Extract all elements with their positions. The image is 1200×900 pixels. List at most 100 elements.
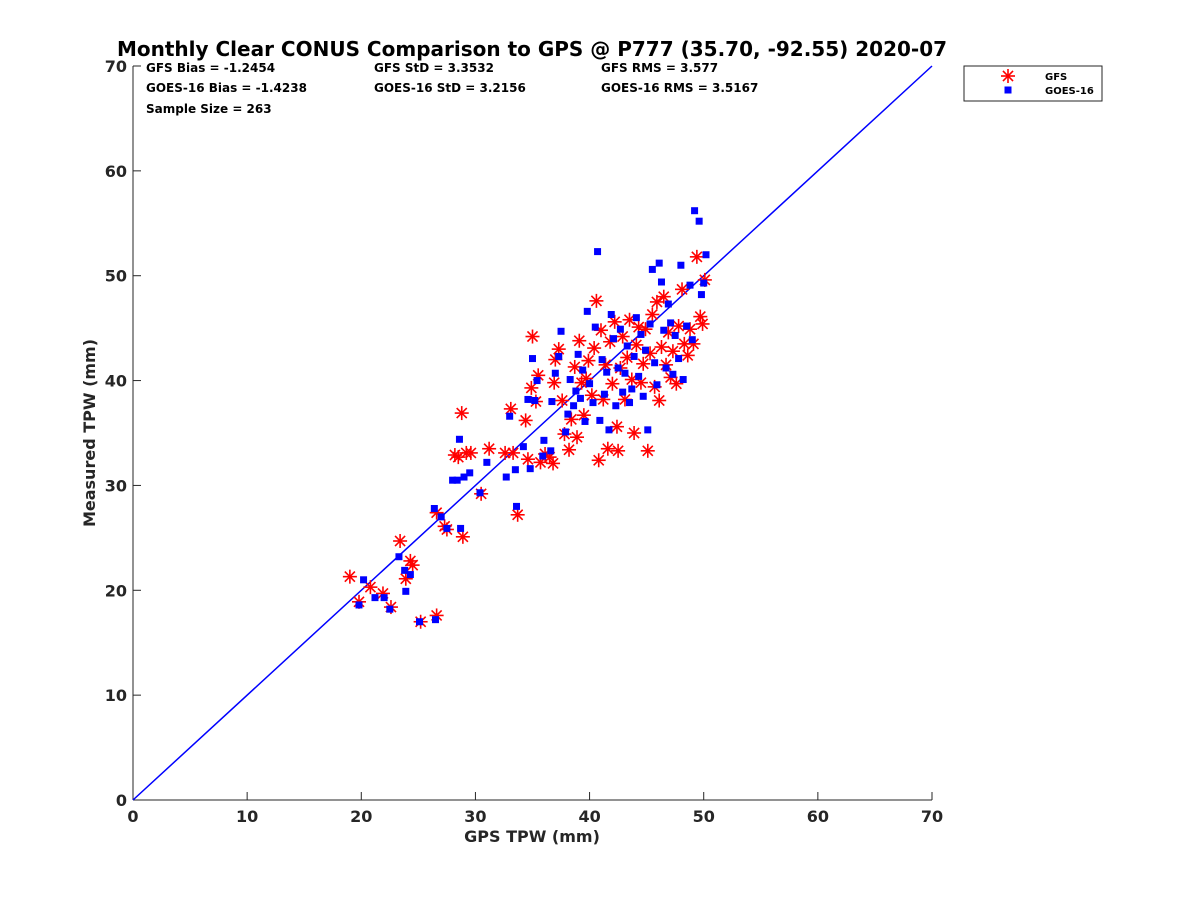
gfs-point (562, 442, 577, 457)
goes16-point (635, 372, 643, 380)
x-tick-label: 20 (350, 807, 372, 826)
goes16-point (430, 504, 438, 512)
goes16-point (371, 594, 379, 602)
plot-area: 0 10 20 30 40 50 60 70 0 10 20 30 40 50 60 70 GFS Bias =… (105, 57, 943, 826)
goes16-point (671, 331, 679, 339)
gfs-point (570, 430, 585, 445)
y-tick-label: 70 (105, 57, 127, 76)
goes16-point (607, 311, 615, 319)
goes16-point (610, 335, 618, 343)
gfs-point (611, 443, 626, 458)
goes16-point (524, 395, 532, 403)
legend-goes16-marker (1004, 86, 1012, 94)
gfs-point (587, 341, 602, 356)
goes16-point (562, 428, 570, 436)
goes16-point (431, 616, 439, 624)
goes16-point (526, 465, 534, 473)
y-tick-label: 0 (116, 791, 127, 810)
gfs-point (576, 408, 591, 423)
gfs-point (463, 445, 478, 460)
series-gfs (342, 249, 712, 629)
x-tick-label: 10 (236, 807, 258, 826)
goes16-point (612, 402, 620, 410)
legend-label: GOES-16 (1045, 86, 1094, 97)
goes16-point (669, 370, 677, 378)
gfs-point (600, 441, 615, 456)
one-to-one-line (132, 65, 933, 801)
y-tick-label: 40 (105, 372, 127, 391)
goes16-point (653, 381, 661, 389)
goes16-point (443, 524, 451, 532)
x-tick-label: 50 (693, 807, 715, 826)
goes16-point (683, 322, 691, 330)
gfs-point (498, 445, 513, 460)
goes16-point (695, 217, 703, 225)
goes16-point (557, 327, 565, 335)
goes16-point (564, 410, 572, 418)
gfs-point (680, 348, 695, 363)
goes16-point (355, 601, 363, 609)
gfs-point (520, 452, 535, 467)
legend-gfs-marker (1001, 69, 1015, 83)
gfs-point (695, 316, 710, 331)
goes16-point (402, 587, 410, 595)
goes16-point (547, 447, 555, 455)
goes16-point (686, 281, 694, 289)
goes16-point (667, 319, 675, 327)
goes16-point (646, 320, 654, 328)
stat-text: GOES-16 StD = 3.2156 (374, 81, 526, 95)
goes16-point (660, 326, 668, 334)
goes16-point (548, 398, 556, 406)
goes16-point (533, 377, 541, 385)
x-tick-label: 70 (921, 807, 943, 826)
goes16-point (455, 435, 463, 443)
goes16-point (605, 426, 613, 434)
goes16-point (655, 259, 663, 267)
goes16-point (570, 402, 578, 410)
goes16-point (576, 394, 584, 402)
goes16-point (519, 443, 527, 451)
goes16-point (401, 566, 409, 574)
goes16-point (691, 207, 699, 215)
goes16-point (583, 307, 591, 315)
gfs-point (342, 569, 357, 584)
goes16-point (539, 452, 547, 460)
gfs-point (363, 580, 378, 595)
gfs-point (589, 293, 604, 308)
x-tick-label: 40 (578, 807, 600, 826)
goes16-point (677, 261, 685, 269)
gfs-point (555, 393, 570, 408)
gfs-point (405, 558, 420, 573)
goes16-point (596, 416, 604, 424)
y-tick-label: 30 (105, 476, 127, 495)
gfs-point (518, 413, 533, 428)
goes16-point (457, 524, 465, 532)
goes16-point (637, 330, 645, 338)
goes16-point (574, 350, 582, 358)
goes16-point (511, 466, 519, 474)
goes16-point (453, 476, 461, 484)
goes16-point (598, 356, 606, 364)
goes16-point (437, 513, 445, 521)
goes16-point (555, 352, 563, 360)
goes16-point (626, 399, 634, 407)
goes16-point (406, 571, 414, 579)
stat-text: GOES-16 Bias = -1.4238 (146, 81, 307, 95)
goes16-point (651, 359, 659, 367)
goes16-point (639, 392, 647, 400)
goes16-point (415, 618, 423, 626)
goes16-point (476, 489, 484, 497)
series-goes-16 (355, 207, 710, 626)
chart-title: Monthly Clear CONUS Comparison to GPS @ … (117, 37, 947, 61)
gfs-point (645, 307, 660, 322)
goes16-point (594, 248, 602, 256)
goes16-point (614, 364, 622, 372)
legend: GFS GOES-16 (963, 65, 1103, 102)
goes16-point (483, 458, 491, 466)
goes16-point (623, 342, 631, 350)
goes16-point (628, 385, 636, 393)
gfs-point (393, 534, 408, 549)
goes16-point (589, 399, 597, 407)
x-axis-label: GPS TPW (mm) (464, 827, 600, 846)
goes16-point (506, 412, 514, 420)
